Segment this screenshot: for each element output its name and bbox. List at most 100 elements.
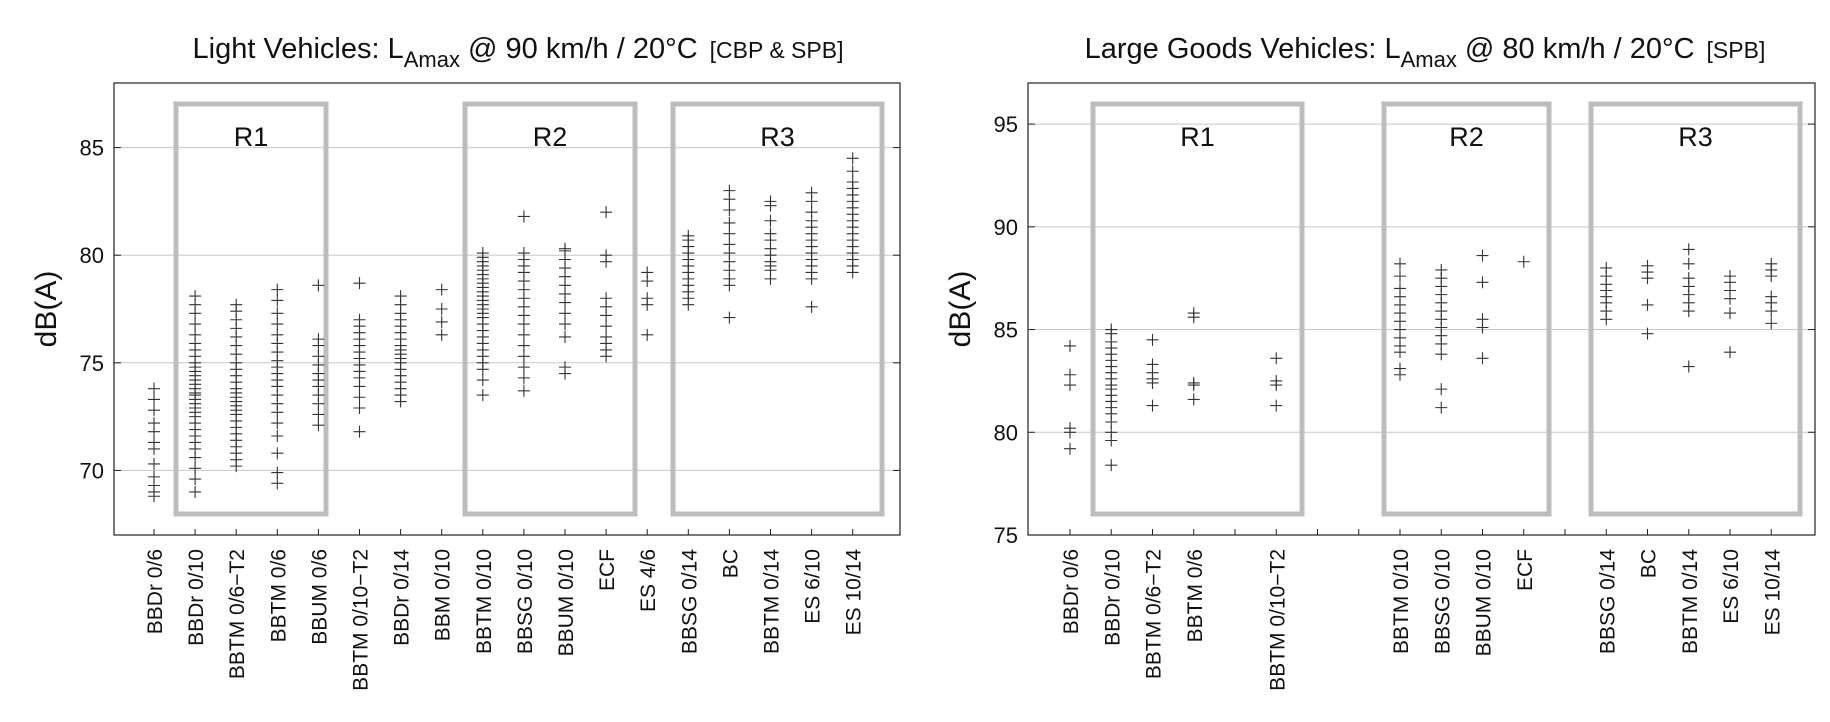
data-point <box>476 247 489 260</box>
data-point <box>353 391 366 404</box>
data-point <box>1064 442 1076 455</box>
data-point <box>805 206 818 219</box>
chart-panel-2: 75 80 85 90 95 R1 R2 R3 BBDr 0/6 BBDr 0/10 BBTM 0/… <box>944 33 1816 691</box>
data-point <box>271 328 284 341</box>
x-tick-label: BBTM 0/10 <box>1390 549 1413 654</box>
data-point <box>148 457 160 470</box>
data-point <box>1765 290 1778 303</box>
data-point <box>846 152 859 165</box>
data-point <box>312 350 325 363</box>
data-point <box>271 477 284 490</box>
data-point <box>353 277 366 290</box>
y-tick-label: 70 <box>80 458 104 483</box>
data-point <box>600 206 613 219</box>
group-label-r1: R1 <box>1180 122 1215 152</box>
data-point <box>1146 399 1159 412</box>
x-tick-label: ECF <box>596 549 619 591</box>
data-point <box>1765 317 1778 330</box>
group-label-r3: R3 <box>1678 122 1713 152</box>
data-point <box>353 425 366 438</box>
data-point <box>846 165 859 178</box>
data-point <box>600 330 613 343</box>
data-point <box>476 389 489 402</box>
data-point <box>1435 401 1448 414</box>
x-tick-label: BC <box>719 549 742 578</box>
data-point <box>1105 323 1118 336</box>
group-label-r3: R3 <box>760 122 795 152</box>
data-point <box>271 283 284 296</box>
chart-title: Light Vehicles: LAmax @ 90 km/h / 20°C [C… <box>193 33 844 72</box>
x-tick-label: BBDr 0/10 <box>1101 549 1124 646</box>
data-point <box>1682 360 1695 373</box>
x-tick-label: BBTM 0/14 <box>1679 549 1702 654</box>
group-box-r1 <box>173 101 329 517</box>
data-point <box>1394 362 1406 375</box>
group-box-r2 <box>462 101 638 517</box>
x-tick-label: BBUM 0/6 <box>308 549 331 645</box>
x-tick-label: BC <box>1638 549 1661 578</box>
group-label-r2: R2 <box>533 122 568 152</box>
y-tick-label: 90 <box>994 215 1018 240</box>
data-point <box>517 247 530 260</box>
data-point <box>1270 352 1283 365</box>
y-tick-label: 95 <box>994 112 1018 137</box>
data-point <box>559 361 571 374</box>
data-point <box>1682 272 1695 285</box>
data-point <box>559 242 571 255</box>
data-point <box>1435 263 1448 276</box>
data-point <box>189 328 202 341</box>
data-point <box>1435 383 1448 396</box>
data-point <box>1476 313 1489 326</box>
data-point <box>353 402 366 415</box>
data-point <box>600 249 613 262</box>
x-tick-label: ES 10/14 <box>1761 549 1784 636</box>
data-point <box>1187 307 1200 320</box>
data-point <box>1476 352 1489 365</box>
data-point <box>312 408 325 421</box>
x-tick-label: BBTM 0/6−T2 <box>226 549 249 679</box>
data-point <box>476 374 489 387</box>
data-point <box>1641 259 1654 272</box>
x-tick-label: BBDr 0/14 <box>391 549 414 646</box>
data-point <box>559 330 571 343</box>
data-point <box>1146 333 1159 346</box>
data-point <box>189 462 202 475</box>
x-tick-label: BBTM 0/6−T2 <box>1143 549 1166 679</box>
data-point <box>1064 379 1076 392</box>
x-tick-label: ES 6/10 <box>1720 549 1743 624</box>
group-box-r2 <box>1381 101 1552 517</box>
data-point <box>1394 270 1406 283</box>
x-tick-label: BBDr 0/10 <box>185 549 208 646</box>
data-point <box>641 328 654 341</box>
chart-panel-1: 70 75 80 85 R1 R2 R3 BBDr 0/6 BBDr 0/10 BBTM 0/6−… <box>30 33 901 691</box>
data-point <box>148 436 160 449</box>
x-tick-label: BBTM 0/10 <box>473 549 496 654</box>
data-point <box>517 339 530 352</box>
y-axis-label: dB(A) <box>30 271 63 348</box>
data-point <box>271 466 284 479</box>
data-point <box>764 227 777 240</box>
x-tick-label: BBSG 0/14 <box>1596 549 1619 654</box>
x-tick-label: BBUM 0/10 <box>555 549 578 656</box>
x-tick-label: BBTM 0/14 <box>761 549 784 654</box>
data-point <box>641 292 654 305</box>
data-point <box>148 417 160 430</box>
data-point <box>353 313 366 326</box>
data-point <box>1724 307 1736 320</box>
data-point <box>723 216 736 229</box>
data-point <box>1146 358 1159 371</box>
data-point <box>1435 348 1448 361</box>
data-point <box>846 176 859 189</box>
data-point <box>1641 298 1654 311</box>
x-tick-label: BBTM 0/6 <box>1184 549 1207 642</box>
data-point <box>271 294 284 307</box>
x-tick-label: BBSG 0/10 <box>514 549 537 654</box>
data-point <box>805 186 818 199</box>
data-point <box>1270 374 1283 387</box>
data-point <box>148 404 160 417</box>
data-point <box>1394 282 1406 295</box>
data-point <box>1394 257 1406 270</box>
data-point <box>271 417 284 430</box>
data-point <box>641 266 654 279</box>
data-point <box>600 320 613 333</box>
